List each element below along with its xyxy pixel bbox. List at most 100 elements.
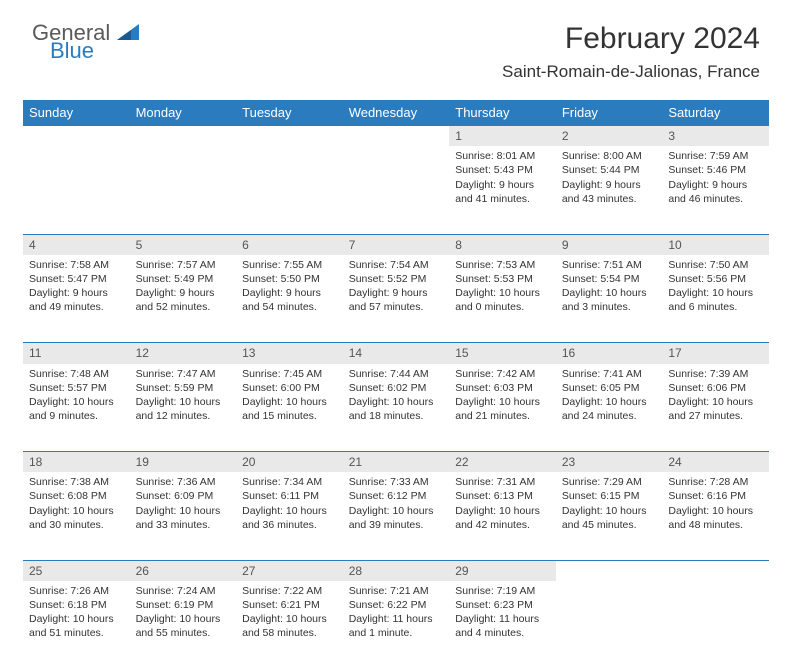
day-number-cell (236, 126, 343, 147)
sunrise-text: Sunrise: 7:34 AM (242, 475, 337, 489)
day-number-cell: 13 (236, 343, 343, 364)
day-number-cell: 12 (130, 343, 237, 364)
sunset-text: Sunset: 5:54 PM (562, 272, 657, 286)
daylight-text: Daylight: 9 hours and 52 minutes. (136, 286, 231, 314)
sunrise-text: Sunrise: 7:31 AM (455, 475, 550, 489)
daylight-text: Daylight: 10 hours and 15 minutes. (242, 395, 337, 423)
weekday-header: Friday (556, 100, 663, 126)
sunset-text: Sunset: 6:16 PM (668, 489, 763, 503)
sunset-text: Sunset: 5:53 PM (455, 272, 550, 286)
day-detail-cell: Sunrise: 7:21 AMSunset: 6:22 PMDaylight:… (343, 581, 450, 669)
day-number-cell: 3 (662, 126, 769, 147)
daylight-text: Daylight: 9 hours and 41 minutes. (455, 178, 550, 206)
day-detail-cell: Sunrise: 7:22 AMSunset: 6:21 PMDaylight:… (236, 581, 343, 669)
day-number-cell: 17 (662, 343, 769, 364)
sunrise-text: Sunrise: 7:22 AM (242, 584, 337, 598)
sunset-text: Sunset: 6:09 PM (136, 489, 231, 503)
sunrise-text: Sunrise: 7:51 AM (562, 258, 657, 272)
sunrise-text: Sunrise: 7:41 AM (562, 367, 657, 381)
day-number-cell: 7 (343, 234, 450, 255)
sunrise-text: Sunrise: 7:42 AM (455, 367, 550, 381)
day-number-cell: 2 (556, 126, 663, 147)
day-detail-cell: Sunrise: 7:39 AMSunset: 6:06 PMDaylight:… (662, 364, 769, 452)
day-detail-row: Sunrise: 7:26 AMSunset: 6:18 PMDaylight:… (23, 581, 769, 669)
daylight-text: Daylight: 10 hours and 45 minutes. (562, 504, 657, 532)
daylight-text: Daylight: 11 hours and 1 minute. (349, 612, 444, 640)
sunrise-text: Sunrise: 7:36 AM (136, 475, 231, 489)
weekday-header-row: Sunday Monday Tuesday Wednesday Thursday… (23, 100, 769, 126)
day-detail-cell: Sunrise: 7:34 AMSunset: 6:11 PMDaylight:… (236, 472, 343, 560)
day-detail-cell: Sunrise: 7:45 AMSunset: 6:00 PMDaylight:… (236, 364, 343, 452)
day-number-row: 18192021222324 (23, 452, 769, 473)
sunset-text: Sunset: 5:43 PM (455, 163, 550, 177)
day-detail-cell: Sunrise: 7:42 AMSunset: 6:03 PMDaylight:… (449, 364, 556, 452)
day-number-cell: 4 (23, 234, 130, 255)
sunset-text: Sunset: 5:49 PM (136, 272, 231, 286)
sunset-text: Sunset: 5:59 PM (136, 381, 231, 395)
day-detail-cell: Sunrise: 7:29 AMSunset: 6:15 PMDaylight:… (556, 472, 663, 560)
day-detail-cell: Sunrise: 7:47 AMSunset: 5:59 PMDaylight:… (130, 364, 237, 452)
sunrise-text: Sunrise: 7:45 AM (242, 367, 337, 381)
day-detail-cell: Sunrise: 7:55 AMSunset: 5:50 PMDaylight:… (236, 255, 343, 343)
sunrise-text: Sunrise: 7:38 AM (29, 475, 124, 489)
sunset-text: Sunset: 5:56 PM (668, 272, 763, 286)
day-detail-row: Sunrise: 7:38 AMSunset: 6:08 PMDaylight:… (23, 472, 769, 560)
sunrise-text: Sunrise: 7:39 AM (668, 367, 763, 381)
sunset-text: Sunset: 6:02 PM (349, 381, 444, 395)
daylight-text: Daylight: 9 hours and 54 minutes. (242, 286, 337, 314)
day-detail-row: Sunrise: 7:48 AMSunset: 5:57 PMDaylight:… (23, 364, 769, 452)
weekday-header: Wednesday (343, 100, 450, 126)
month-title: February 2024 (502, 22, 760, 56)
daylight-text: Daylight: 9 hours and 43 minutes. (562, 178, 657, 206)
day-number-cell: 29 (449, 560, 556, 581)
weekday-header: Saturday (662, 100, 769, 126)
daylight-text: Daylight: 10 hours and 3 minutes. (562, 286, 657, 314)
daylight-text: Daylight: 10 hours and 42 minutes. (455, 504, 550, 532)
daylight-text: Daylight: 10 hours and 12 minutes. (136, 395, 231, 423)
daylight-text: Daylight: 10 hours and 51 minutes. (29, 612, 124, 640)
sunset-text: Sunset: 6:21 PM (242, 598, 337, 612)
day-number-cell: 20 (236, 452, 343, 473)
day-number-cell (23, 126, 130, 147)
sunset-text: Sunset: 5:47 PM (29, 272, 124, 286)
day-detail-cell: Sunrise: 7:58 AMSunset: 5:47 PMDaylight:… (23, 255, 130, 343)
daylight-text: Daylight: 10 hours and 58 minutes. (242, 612, 337, 640)
sunrise-text: Sunrise: 7:19 AM (455, 584, 550, 598)
sunset-text: Sunset: 6:22 PM (349, 598, 444, 612)
sunrise-text: Sunrise: 7:50 AM (668, 258, 763, 272)
day-number-cell (556, 560, 663, 581)
day-detail-cell (556, 581, 663, 669)
daylight-text: Daylight: 9 hours and 57 minutes. (349, 286, 444, 314)
daylight-text: Daylight: 10 hours and 0 minutes. (455, 286, 550, 314)
daylight-text: Daylight: 10 hours and 48 minutes. (668, 504, 763, 532)
day-number-cell: 21 (343, 452, 450, 473)
day-number-cell: 24 (662, 452, 769, 473)
day-number-cell: 19 (130, 452, 237, 473)
day-number-cell: 18 (23, 452, 130, 473)
day-detail-cell: Sunrise: 8:01 AMSunset: 5:43 PMDaylight:… (449, 146, 556, 234)
day-detail-cell: Sunrise: 7:26 AMSunset: 6:18 PMDaylight:… (23, 581, 130, 669)
sunrise-text: Sunrise: 7:33 AM (349, 475, 444, 489)
sunset-text: Sunset: 5:50 PM (242, 272, 337, 286)
sunrise-text: Sunrise: 7:26 AM (29, 584, 124, 598)
sunset-text: Sunset: 6:12 PM (349, 489, 444, 503)
title-block: February 2024 Saint-Romain-de-Jalionas, … (502, 22, 760, 82)
day-number-cell (662, 560, 769, 581)
sunrise-text: Sunrise: 7:58 AM (29, 258, 124, 272)
sunset-text: Sunset: 6:11 PM (242, 489, 337, 503)
day-detail-cell (662, 581, 769, 669)
daylight-text: Daylight: 10 hours and 18 minutes. (349, 395, 444, 423)
day-number-cell (130, 126, 237, 147)
sunset-text: Sunset: 6:18 PM (29, 598, 124, 612)
daylight-text: Daylight: 10 hours and 6 minutes. (668, 286, 763, 314)
sunrise-text: Sunrise: 7:21 AM (349, 584, 444, 598)
day-detail-cell (130, 146, 237, 234)
day-number-cell: 5 (130, 234, 237, 255)
daylight-text: Daylight: 9 hours and 49 minutes. (29, 286, 124, 314)
day-number-cell: 16 (556, 343, 663, 364)
daylight-text: Daylight: 10 hours and 24 minutes. (562, 395, 657, 423)
day-number-cell: 15 (449, 343, 556, 364)
sunrise-text: Sunrise: 7:44 AM (349, 367, 444, 381)
logo-text-blue: Blue (50, 40, 139, 62)
day-number-row: 11121314151617 (23, 343, 769, 364)
